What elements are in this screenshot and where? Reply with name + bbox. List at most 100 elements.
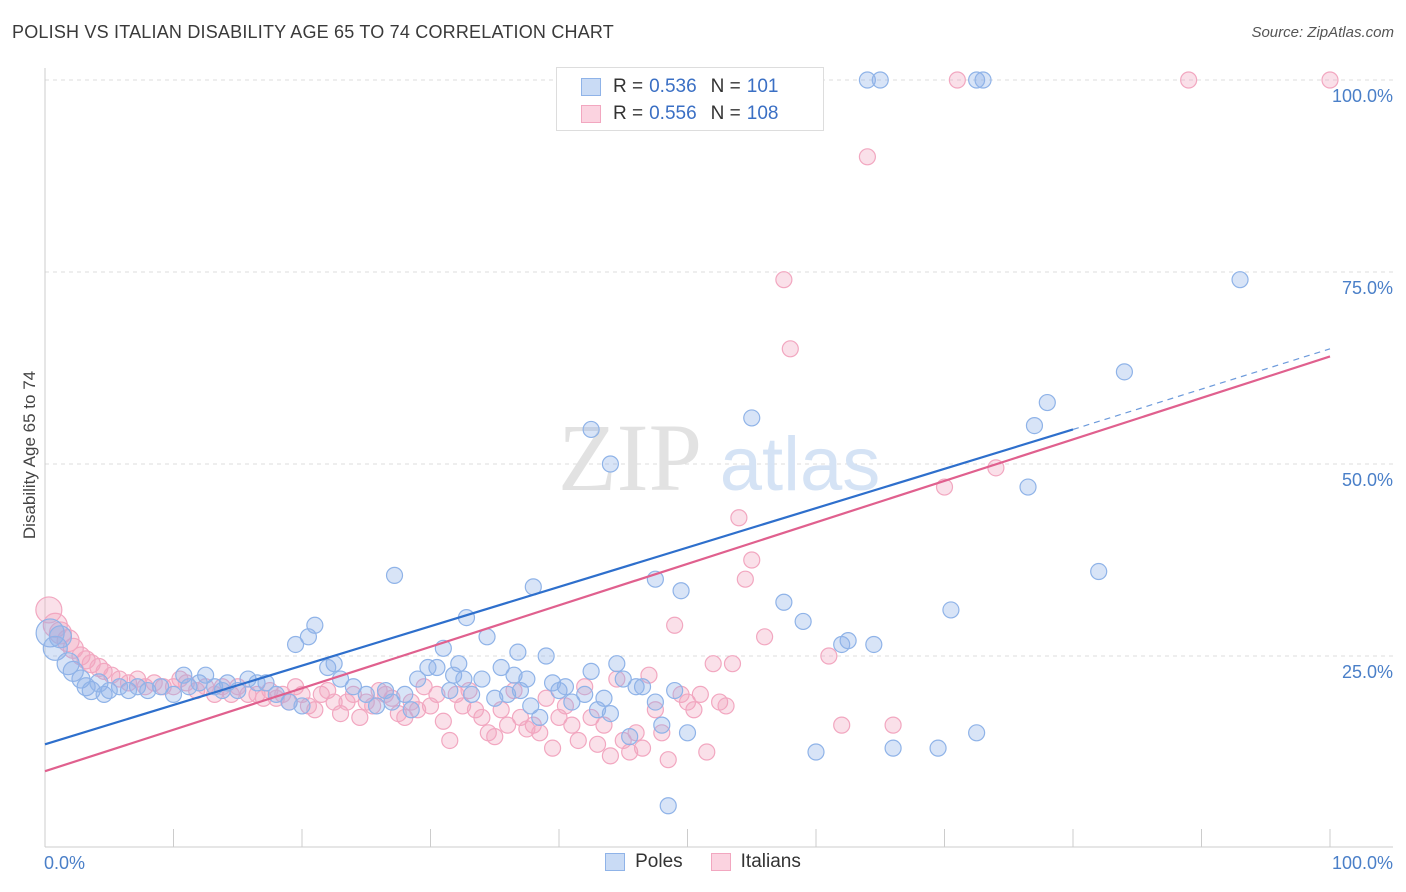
point-poles-101 — [968, 724, 986, 742]
point-poles-63 — [518, 670, 536, 688]
y-tick-label-1: 50.0% — [1342, 470, 1393, 490]
point-poles-52 — [455, 670, 473, 688]
legend-swatch-poles — [605, 853, 626, 871]
legend-n-italians: 108 — [746, 103, 779, 124]
trend-line-italians — [44, 355, 1331, 773]
point-poles-71 — [563, 693, 581, 711]
point-italians-106 — [775, 271, 793, 289]
point-italians-66 — [499, 716, 517, 734]
x-tick-label-1: 100.0% — [1332, 853, 1393, 873]
point-poles-37 — [344, 678, 362, 696]
point-poles-77 — [608, 655, 626, 673]
legend-n-label: N = — [710, 76, 741, 97]
point-italians-71 — [531, 724, 549, 742]
x-tick-label-0: 0.0% — [44, 853, 85, 873]
point-italians-115 — [1180, 71, 1198, 89]
point-poles-2 — [48, 625, 73, 649]
point-italians-57 — [441, 731, 459, 750]
legend-n-poles: 101 — [746, 76, 779, 97]
series-legend: Poles Italians — [0, 851, 1406, 873]
point-poles-66 — [531, 708, 549, 727]
y-tick-label-2: 75.0% — [1342, 278, 1393, 298]
y-tick-label-3: 100.0% — [1332, 86, 1393, 106]
point-poles-18 — [180, 678, 198, 696]
point-italians-87 — [633, 739, 652, 757]
legend-swatch-poles — [581, 78, 601, 96]
point-poles-102 — [1019, 478, 1037, 496]
point-poles-87 — [601, 455, 620, 473]
legend-row-italians: R = 0.556 N = 108 — [581, 101, 778, 127]
point-poles-73 — [582, 662, 600, 680]
point-poles-105 — [1090, 562, 1108, 581]
point-italians-55 — [428, 685, 446, 704]
point-poles-99 — [929, 739, 947, 757]
point-poles-84 — [659, 797, 677, 815]
point-italians-76 — [563, 716, 581, 734]
point-poles-10 — [100, 681, 118, 700]
tick-labels: 25.0% 50.0% 75.0% 100.0% 0.0% 100.0% — [44, 86, 1393, 873]
point-italians-111 — [884, 716, 902, 734]
point-poles-76 — [601, 704, 620, 723]
point-poles-98 — [884, 739, 902, 757]
point-poles-96 — [839, 632, 857, 650]
point-poles-75 — [595, 689, 613, 707]
point-poles-89 — [672, 582, 690, 600]
point-italians-92 — [666, 616, 684, 634]
watermark-atlas: atlas — [720, 422, 881, 507]
point-poles-106 — [1115, 363, 1134, 381]
point-poles-83 — [653, 716, 671, 734]
trend-lines — [44, 348, 1331, 773]
point-poles-90 — [678, 724, 697, 742]
point-poles-49 — [441, 681, 459, 700]
point-poles-57 — [486, 689, 504, 707]
legend-swatch-italians — [581, 105, 601, 123]
point-italians-82 — [601, 747, 620, 765]
point-poles-111 — [968, 71, 986, 89]
point-poles-55 — [473, 670, 491, 688]
point-poles-6 — [76, 677, 96, 697]
point-poles-61 — [509, 643, 527, 661]
point-italians-73 — [543, 739, 562, 757]
point-italians-83 — [608, 670, 626, 688]
watermark-zip: ZIP — [558, 404, 702, 511]
point-italians-97 — [698, 743, 716, 761]
chart-source: Source: ZipAtlas.com — [1251, 24, 1394, 41]
series-poles — [35, 71, 1249, 815]
point-poles-79 — [621, 728, 639, 746]
point-poles-11 — [110, 678, 129, 696]
point-poles-12 — [119, 681, 138, 700]
point-poles-16 — [164, 685, 183, 704]
legend-item-italians[interactable]: Italians — [710, 851, 801, 873]
point-italians-105 — [755, 628, 774, 646]
point-italians-108 — [820, 647, 838, 665]
point-poles-92 — [775, 593, 793, 611]
legend-n-label: N = — [710, 103, 741, 124]
point-poles-58 — [492, 658, 510, 677]
point-poles-93 — [794, 612, 812, 631]
point-poles-82 — [646, 693, 664, 711]
point-poles-13 — [128, 678, 147, 696]
point-italians-64 — [486, 728, 504, 746]
point-poles-14 — [139, 681, 157, 700]
point-poles-64 — [522, 697, 540, 715]
point-poles-38 — [357, 685, 375, 704]
legend-item-poles[interactable]: Poles — [605, 851, 683, 873]
point-italians-52 — [409, 701, 427, 719]
point-poles-107 — [1231, 271, 1249, 289]
legend-r-italians: 0.556 — [649, 103, 697, 124]
point-italians-116 — [1321, 71, 1339, 89]
point-italians-91 — [659, 751, 677, 769]
point-italians-62 — [473, 708, 491, 727]
point-poles-33 — [306, 616, 324, 634]
point-italians-0 — [35, 596, 63, 624]
point-italians-107 — [781, 340, 799, 358]
point-poles-94 — [807, 743, 825, 761]
point-italians-104 — [743, 551, 761, 569]
point-italians-95 — [685, 701, 703, 719]
correlation-legend: R = 0.536 N = 101 R = 0.556 N = 108 — [556, 67, 824, 131]
point-italians-110 — [858, 148, 877, 166]
point-poles-80 — [627, 678, 645, 696]
legend-row-poles: R = 0.536 N = 101 — [581, 74, 778, 100]
point-poles-112 — [974, 71, 992, 89]
